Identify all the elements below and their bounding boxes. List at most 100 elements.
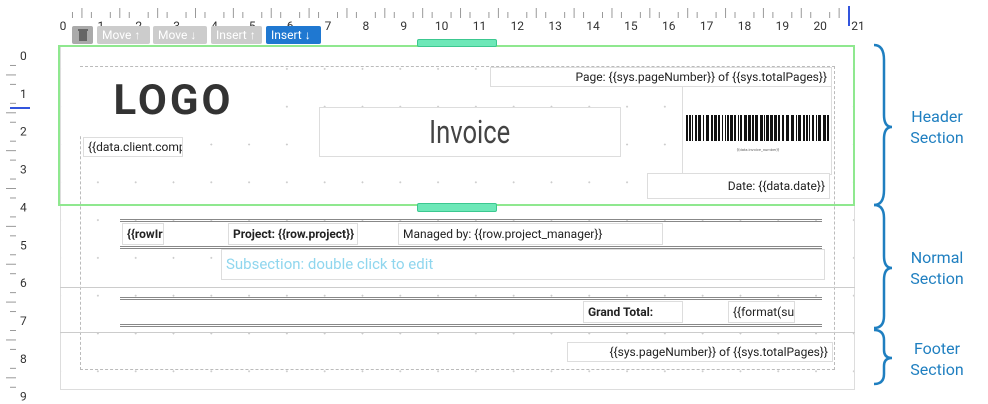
divider (120, 297, 822, 300)
barcode-bar (752, 115, 754, 141)
ruler-number: 12 (511, 19, 525, 33)
row-field[interactable]: {{rowIr (122, 223, 164, 245)
manager-field[interactable]: Managed by: {{row.project_manager}} (398, 223, 663, 245)
ruler-number: 10 (435, 19, 449, 33)
delete-button[interactable] (72, 26, 93, 44)
button-label: Move (158, 28, 188, 42)
logo[interactable]: LOGO (80, 67, 267, 135)
barcode-bar (730, 115, 733, 141)
title-text: Invoice (429, 113, 511, 151)
total-value-field[interactable]: {{format(su (728, 301, 795, 323)
barcode-bar (812, 115, 814, 141)
insert-down-button[interactable]: Insert ↓ (266, 26, 321, 44)
ruler-number: 11 (473, 19, 487, 33)
section-label: Header Section (910, 107, 964, 147)
content-area (80, 66, 835, 370)
barcode-bar (760, 115, 763, 141)
ruler-number: 0 (20, 49, 27, 63)
ruler-number: 7 (20, 314, 27, 328)
barcode-bar (725, 115, 726, 141)
barcode-bar (718, 115, 720, 141)
barcode-bar (806, 115, 808, 141)
divider (120, 246, 822, 249)
barcode-bar (770, 115, 773, 141)
grand-total-label[interactable]: Grand Total: (583, 301, 683, 323)
ruler-number: 9 (20, 390, 27, 404)
barcode-bar (734, 115, 736, 141)
barcode-bar (764, 115, 765, 141)
brace (873, 43, 893, 207)
barcode-bar (803, 115, 805, 141)
barcode-bar (714, 115, 717, 141)
barcode-bar (711, 115, 713, 141)
barcode-bar (738, 115, 739, 141)
date-field[interactable]: Date: {{data.date}} (647, 173, 830, 199)
ruler-number: 14 (586, 19, 600, 33)
ruler-number: 21 (851, 19, 865, 33)
barcode-bar (782, 115, 784, 141)
section-label: Footer Section (910, 339, 964, 379)
section-braces (873, 43, 893, 386)
barcode-bar (686, 115, 688, 141)
move-down-button[interactable]: Move ↓ (153, 26, 207, 44)
project-field[interactable]: Project: {{row.project}} (228, 223, 358, 245)
footer-page-field[interactable]: {{sys.pageNumber}} of {{sys.totalPages}} (567, 342, 833, 362)
barcode-text: {{data.invoice_number}} (736, 147, 780, 152)
ruler-number: 18 (738, 19, 752, 33)
barcode-bar (827, 115, 829, 141)
ruler-bg (0, 0, 988, 20)
button-label: Move (102, 28, 132, 42)
ruler-number: 20 (813, 19, 827, 33)
ruler-number: 7 (325, 19, 332, 33)
subsection[interactable]: Subsection: double click to edit (221, 249, 825, 280)
divider (120, 324, 822, 327)
barcode-bar (698, 115, 701, 141)
section-label: Normal Section (910, 248, 964, 288)
barcode-bar (774, 115, 777, 141)
ruler-number: 4 (20, 200, 27, 214)
ruler-number: 5 (20, 238, 27, 252)
ruler-number: 13 (548, 19, 562, 33)
brace (873, 203, 893, 330)
ruler-number: 0 (60, 19, 67, 33)
barcode-bar (727, 115, 729, 141)
barcode-bar (798, 115, 801, 141)
ruler-number: 3 (20, 163, 27, 177)
resize-handle[interactable] (417, 203, 497, 212)
ruler-number: 19 (776, 19, 790, 33)
barcode-bar (809, 115, 810, 141)
barcode (686, 115, 829, 141)
barcode-bar (703, 115, 704, 141)
barcode-field[interactable]: {{data.invoice_number}} (682, 86, 832, 175)
insert-up-button[interactable]: Insert ↑ (211, 26, 262, 44)
divider (120, 219, 822, 222)
move-up-button[interactable]: Move ↑ (97, 26, 150, 44)
ruler-number: 15 (624, 19, 638, 33)
barcode-bar (748, 115, 751, 141)
ruler-number: 8 (363, 19, 370, 33)
barcode-bar (818, 115, 821, 141)
resize-handle[interactable] (417, 39, 497, 47)
ruler-number: 8 (20, 352, 27, 366)
barcode-bar (796, 115, 797, 141)
barcode-bar (786, 115, 789, 141)
barcode-bar (692, 115, 693, 141)
ruler-number: 2 (20, 125, 27, 139)
client-field[interactable]: {{data.client.comp (83, 137, 183, 157)
trash-icon (78, 29, 88, 41)
title[interactable]: Invoice (319, 107, 621, 157)
ruler-number: 1 (20, 87, 27, 101)
ruler-number: 16 (662, 19, 676, 33)
ruler-number: 6 (20, 276, 27, 290)
barcode-bar (722, 115, 723, 141)
barcode-bar (695, 115, 697, 141)
brace (873, 328, 893, 386)
barcode-bar (816, 115, 817, 141)
barcode-bar (706, 115, 709, 141)
ruler-number: 17 (700, 19, 714, 33)
page-number-field[interactable]: Page: {{sys.pageNumber}} of {{sys.totalP… (490, 67, 832, 87)
barcode-bar (791, 115, 794, 141)
barcode-bar (689, 115, 691, 141)
button-label: Insert (271, 28, 302, 42)
